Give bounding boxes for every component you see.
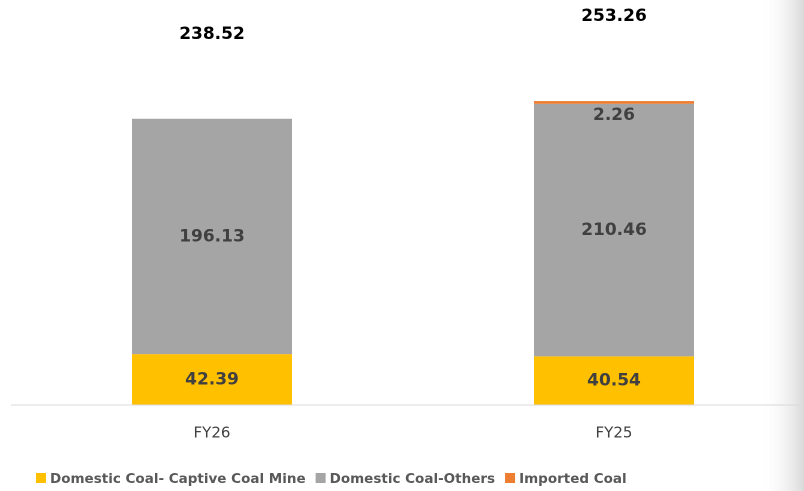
data-label: 42.39 (185, 370, 239, 390)
bar-segment (534, 101, 694, 104)
total-label: 253.26 (581, 6, 647, 26)
legend-label: Domestic Coal- Captive Coal Mine (50, 471, 306, 487)
legend-swatch (315, 473, 326, 483)
legend-label: Imported Coal (519, 471, 627, 487)
bar-segment (534, 356, 694, 405)
x-tick-label: FY25 (596, 424, 633, 442)
x-tick-label: FY26 (194, 424, 231, 442)
total-label: 238.52 (179, 24, 245, 44)
data-label: 40.54 (587, 371, 641, 391)
data-label: 210.46 (581, 220, 647, 240)
legend-swatch (505, 473, 516, 483)
data-label: 2.26 (593, 105, 635, 125)
edge-shade (760, 0, 804, 491)
data-label: 196.13 (179, 226, 245, 246)
bar-segment (534, 103, 694, 357)
legend-label: Domestic Coal-Others (330, 471, 495, 487)
bar-segment (132, 354, 292, 405)
legend-swatch (36, 473, 46, 483)
bar-segment (132, 118, 292, 355)
